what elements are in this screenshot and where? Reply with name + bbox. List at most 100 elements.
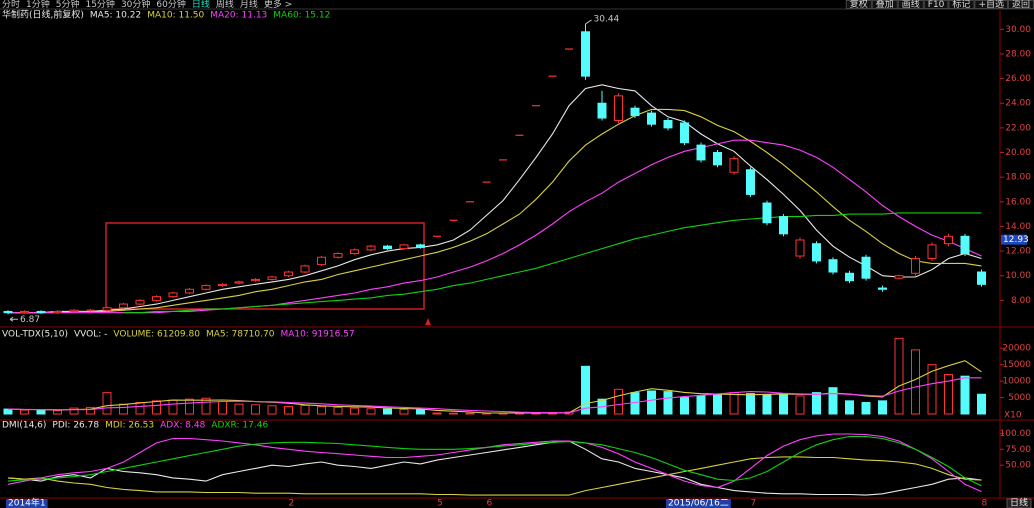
candle-body — [399, 244, 409, 250]
candle-body — [416, 244, 425, 248]
y-tick-label: 10.00 — [1005, 271, 1031, 281]
candle-body — [366, 245, 376, 251]
x-tick-label: 2015/06/16二 — [668, 499, 729, 508]
legend-item: MA5: 10.22 — [90, 11, 141, 21]
y-tick-label: 28.00 — [1005, 49, 1031, 59]
toolbar-button[interactable]: 画线 — [902, 0, 920, 10]
toolbar-tab[interactable]: 更多 > — [264, 0, 292, 10]
toolbar-button[interactable]: 叠加 — [876, 0, 894, 10]
x-label-highlight — [666, 499, 731, 508]
candle-body — [828, 259, 838, 273]
candle-body — [317, 256, 326, 266]
toolbar-button-frame[interactable] — [845, 0, 872, 9]
toolbar-button[interactable]: F10 — [928, 0, 945, 10]
volume-bar — [960, 375, 970, 415]
moving-average-line — [8, 84, 982, 314]
toolbar-tab[interactable]: 30分钟 — [121, 0, 150, 10]
max-label: 30.44 — [594, 14, 620, 24]
volume-bar — [119, 403, 128, 415]
candle-body — [927, 244, 937, 259]
indicator-line — [7, 440, 982, 496]
min-pointer — [9, 316, 18, 322]
candle-body — [185, 288, 194, 294]
legend-item: PDI: 26.78 — [52, 421, 99, 431]
legend-item: ADX: 8.48 — [160, 421, 205, 431]
volume-bar — [416, 409, 425, 415]
highlight-box — [105, 222, 425, 310]
volume-bar — [185, 398, 194, 415]
toolbar-tab[interactable]: 5分钟 — [56, 0, 80, 10]
volume-bar — [729, 392, 739, 415]
x-tick-label: 5 — [437, 499, 443, 508]
volume-average-line — [7, 377, 982, 414]
period-label-frame[interactable] — [1006, 498, 1032, 508]
legend-item: MA5: 78710.70 — [206, 330, 275, 340]
toolbar-tab[interactable]: 15分钟 — [85, 0, 114, 10]
candle-body — [251, 278, 260, 282]
candle-body — [696, 144, 706, 161]
candle-body — [119, 303, 128, 309]
y-tick-label: 18.00 — [1005, 173, 1031, 183]
candle-body — [300, 265, 310, 273]
toolbar-button-frame[interactable] — [897, 0, 924, 9]
candle-body — [333, 253, 343, 258]
volume-bar — [779, 393, 788, 415]
moving-average-line — [123, 212, 982, 314]
candle-body — [168, 292, 178, 298]
candle-body — [630, 107, 640, 117]
x-tick-label: 2 — [289, 499, 295, 508]
candle-body — [218, 283, 227, 287]
y-tick-label: 14.00 — [1005, 222, 1031, 232]
toolbar-button[interactable]: 返回 — [1012, 0, 1030, 10]
toolbar-button-frame[interactable] — [974, 0, 1008, 9]
volume-bar — [647, 390, 656, 415]
toolbar-button-frame[interactable] — [923, 0, 949, 9]
legend-item: MA20: 11.13 — [210, 11, 267, 21]
candle-body — [680, 122, 689, 144]
toolbar-tab[interactable]: 周线 — [216, 0, 234, 10]
y-tick-label: 20000 — [1002, 344, 1031, 354]
toolbar-button-frame[interactable] — [948, 0, 975, 9]
toolbar-tab[interactable]: 分时 — [2, 0, 20, 10]
toolbar-tab[interactable]: 月线 — [240, 0, 258, 10]
candle-body — [102, 307, 112, 311]
toolbar-button[interactable]: 复权 — [850, 0, 868, 10]
volume-bar — [465, 412, 475, 415]
x-tick-label: 6 — [487, 499, 493, 508]
moving-average-line — [8, 108, 982, 314]
volume-bar — [762, 394, 772, 415]
period-label[interactable]: 日线 — [1010, 497, 1028, 508]
x-tick-label: 2014年1 — [8, 497, 46, 508]
volume-bar — [812, 392, 821, 415]
candle-body — [234, 281, 244, 284]
volume-bar — [680, 397, 689, 415]
toolbar-tab[interactable]: 60分钟 — [156, 0, 185, 10]
volume-bar — [432, 412, 442, 415]
toolbar-button-frame[interactable] — [871, 0, 898, 9]
candle-body — [812, 243, 821, 262]
legend-item: ADXR: 17.46 — [211, 421, 268, 431]
y-tick-label: 5000 — [1008, 393, 1031, 403]
volume-bar — [911, 349, 920, 415]
legend-item: VVOL: - — [74, 330, 107, 340]
candle-body — [267, 276, 277, 280]
candle-body — [581, 31, 590, 77]
volume-bar — [977, 393, 986, 415]
y-tick-label: 50.00 — [1005, 461, 1031, 471]
volume-bar — [218, 401, 227, 415]
volume-bar — [300, 404, 310, 415]
legend-item: VOLUME: 61209.80 — [113, 330, 200, 340]
toolbar-button[interactable]: +自选 — [978, 0, 1004, 10]
toolbar-button[interactable]: 标记 — [952, 0, 970, 10]
volume-bar — [350, 407, 359, 415]
volume-bar — [284, 405, 293, 415]
candle-body — [894, 275, 904, 279]
volume-bar — [86, 406, 95, 415]
volume-bar — [614, 388, 623, 415]
candle-body — [3, 310, 13, 314]
candle-body — [861, 256, 871, 279]
toolbar-tab[interactable]: 1分钟 — [26, 0, 50, 10]
toolbar-tab[interactable]: 日线 — [192, 0, 210, 10]
legend-item: MA10: 11.50 — [147, 11, 204, 21]
